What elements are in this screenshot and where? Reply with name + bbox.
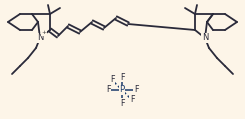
Text: F: F (106, 85, 110, 94)
Text: +: + (41, 30, 47, 35)
Text: F: F (130, 96, 134, 104)
Text: F: F (120, 99, 124, 107)
Text: F: F (110, 75, 114, 84)
Text: F: F (120, 72, 124, 82)
Text: N: N (202, 34, 208, 42)
Text: F: F (134, 85, 138, 94)
Text: P: P (120, 85, 124, 94)
Text: N: N (37, 34, 43, 42)
